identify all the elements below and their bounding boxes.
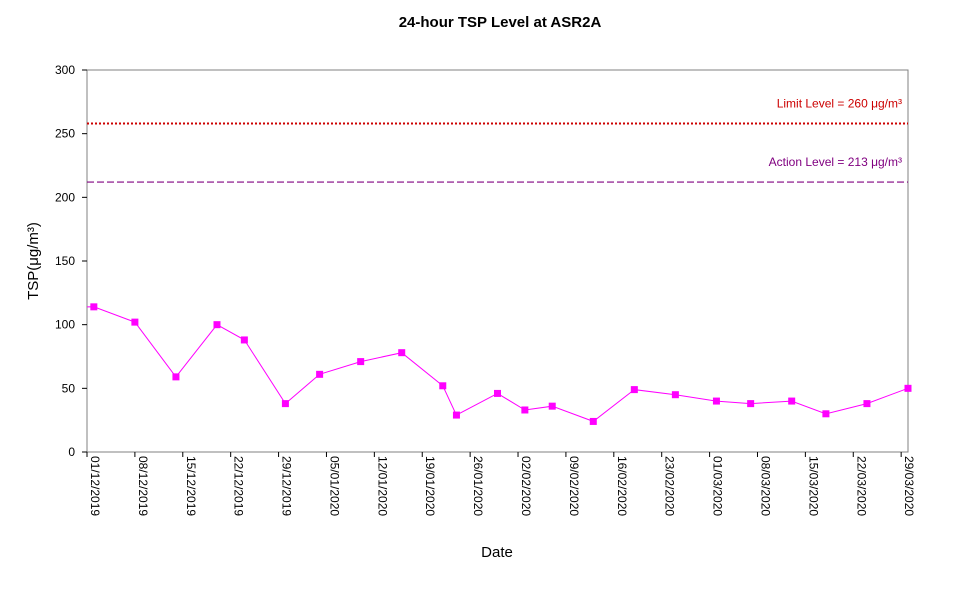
data-point-11 xyxy=(494,389,501,397)
y-axis-title: TSP(μg/m³) xyxy=(25,222,42,300)
x-tick-label-7: 19/01/2020 xyxy=(423,456,437,516)
data-point-17 xyxy=(712,397,720,405)
reference-label-1: Action Level = 213 μg/m³ xyxy=(769,155,902,169)
data-point-0 xyxy=(90,303,98,311)
data-point-18 xyxy=(747,400,755,408)
data-point-14 xyxy=(589,417,597,425)
data-point-19 xyxy=(788,397,796,405)
series-line-0 xyxy=(86,306,909,422)
data-point-5 xyxy=(281,400,289,408)
data-point-2 xyxy=(172,373,180,381)
data-point-13 xyxy=(548,402,556,410)
x-tick-label-6: 12/01/2020 xyxy=(375,456,389,516)
y-tick-label-200: 200 xyxy=(55,190,75,204)
x-tick-label-4: 29/12/2019 xyxy=(280,456,294,516)
chart-title: 24-hour TSP Level at ASR2A xyxy=(399,14,602,31)
data-point-1 xyxy=(131,318,139,326)
data-point-10 xyxy=(452,411,460,419)
x-tick-label-9: 02/02/2020 xyxy=(519,456,533,516)
data-point-16 xyxy=(671,391,679,399)
x-tick-label-5: 05/01/2020 xyxy=(327,456,341,516)
data-point-6 xyxy=(316,370,324,378)
data-point-8 xyxy=(398,349,406,357)
x-tick-label-2: 15/12/2019 xyxy=(184,456,198,516)
y-tick-label-50: 50 xyxy=(62,381,76,395)
data-point-9 xyxy=(439,382,447,390)
x-tick-label-14: 08/03/2020 xyxy=(758,456,772,516)
data-point-20 xyxy=(822,410,830,418)
x-tick-label-15: 15/03/2020 xyxy=(806,456,820,516)
y-tick-label-250: 250 xyxy=(55,127,75,141)
data-point-7 xyxy=(357,358,365,366)
x-tick-label-8: 26/01/2020 xyxy=(471,456,485,516)
data-point-21 xyxy=(863,400,871,408)
data-point-4 xyxy=(240,336,248,344)
x-tick-label-0: 01/12/2019 xyxy=(88,456,102,516)
data-point-12 xyxy=(521,406,529,414)
x-tick-label-13: 01/03/2020 xyxy=(711,456,725,516)
data-point-3 xyxy=(213,321,221,329)
x-tick-label-16: 22/03/2020 xyxy=(854,456,868,516)
x-tick-label-3: 22/12/2019 xyxy=(232,456,246,516)
y-tick-label-300: 300 xyxy=(55,63,75,77)
y-tick-label-0: 0 xyxy=(68,445,75,459)
x-tick-label-17: 29/03/2020 xyxy=(902,456,916,516)
data-point-15 xyxy=(630,386,638,394)
y-tick-label-150: 150 xyxy=(55,254,75,268)
x-tick-label-12: 23/02/2020 xyxy=(663,456,677,516)
reference-label-0: Limit Level = 260 μg/m³ xyxy=(777,96,902,110)
plot-area: 0 50 100 150 200 250 300 01/12/2019 08/12/2019 15… xyxy=(55,63,916,516)
x-tick-label-10: 09/02/2020 xyxy=(567,456,581,516)
y-tick-label-100: 100 xyxy=(55,318,75,332)
x-tick-label-11: 16/02/2020 xyxy=(615,456,629,516)
data-point-22 xyxy=(904,384,912,392)
x-axis-title: Date xyxy=(481,544,513,561)
x-tick-label-1: 08/12/2019 xyxy=(136,456,150,516)
